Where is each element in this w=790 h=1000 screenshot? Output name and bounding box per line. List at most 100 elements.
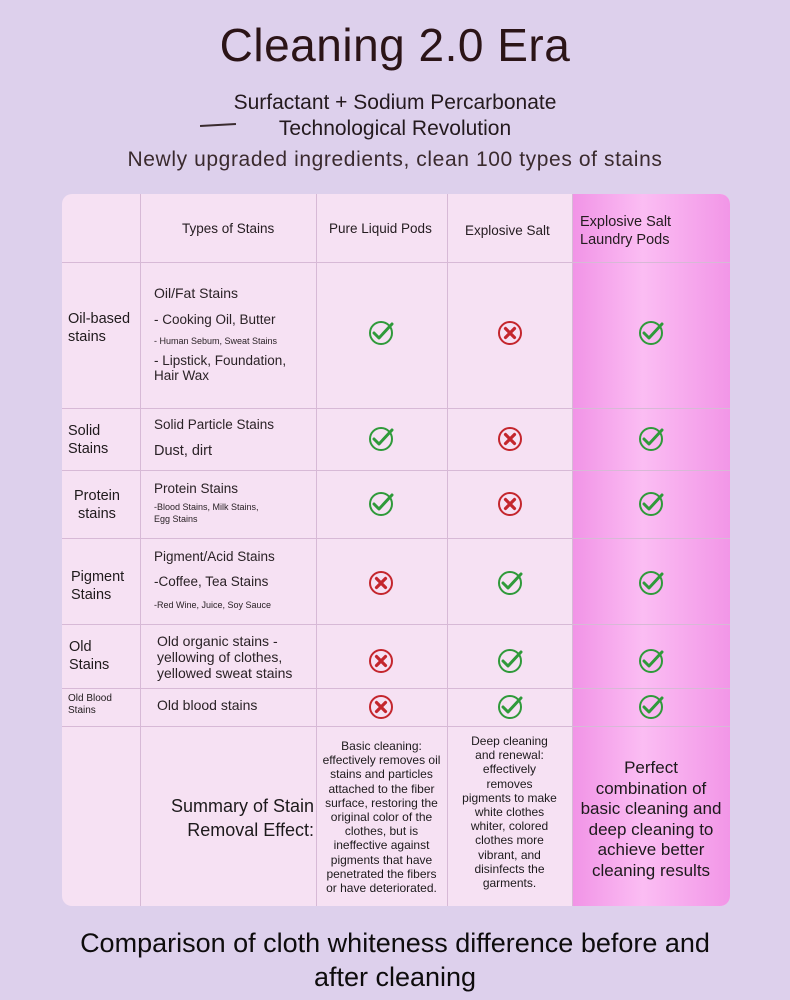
check-icon: [369, 427, 394, 451]
summary-line: basic cleaning and: [580, 799, 722, 819]
summary-line: clothes, but is: [344, 824, 419, 839]
category-line1: Old Blood: [68, 693, 112, 704]
header-pure-liquid-pods: Pure Liquid Pods: [329, 221, 432, 236]
stain-heading: Oil/Fat Stains: [154, 285, 239, 301]
row-stains-old: Old organic stains - yellowing of clothe…: [157, 633, 292, 681]
row-divider: [62, 726, 730, 727]
stain-item: -Blood Stains, Milk Stains,: [154, 502, 259, 512]
summary-line: Deep cleaning: [471, 734, 548, 748]
row-divider: [62, 470, 730, 471]
summary-label-line2: Removal Effect:: [187, 820, 314, 840]
summary-line: pigments that have: [330, 852, 433, 867]
stain-item: -Red Wine, Juice, Soy Sauce: [154, 600, 272, 610]
check-icon: [498, 649, 523, 673]
footer-line2: after cleaning: [313, 962, 477, 992]
summary-line: combination of: [595, 778, 707, 798]
stain-item: - Human Sebum, Sweat Stains: [154, 336, 278, 346]
stain-item: Old organic stains -: [157, 633, 278, 649]
row-stains-protein: Protein Stains -Blood Stains, Milk Stain…: [154, 479, 259, 525]
summary-line: ineffective against: [333, 838, 430, 853]
check-icon: [639, 492, 664, 516]
summary-line: attached to the fiber: [328, 781, 435, 796]
category-line2: stains: [78, 506, 116, 522]
category-line2: Stains: [68, 441, 109, 457]
summary-line: whiter, colored: [470, 819, 549, 834]
stain-item: yellowed sweat stains: [157, 665, 293, 681]
cross-icon: [498, 321, 522, 345]
check-icon: [498, 571, 523, 595]
check-icon: [639, 427, 664, 451]
row-divider: [62, 408, 730, 409]
row-divider: [62, 688, 730, 689]
summary-line: Basic cleaning:: [341, 739, 422, 753]
header-col3-line1: Explosive Salt: [580, 214, 672, 230]
row-stains-solid: Solid Particle Stains Dust, dirt: [154, 415, 274, 461]
column-divider: [447, 194, 448, 906]
row-category-oil: Oil-based stains: [68, 310, 130, 346]
check-icon: [639, 649, 664, 673]
stain-heading: Protein Stains: [154, 481, 239, 496]
summary-line: surface, restoring the: [325, 795, 438, 810]
check-icon: [639, 321, 664, 345]
check-icon: [639, 695, 664, 719]
row-divider: [62, 538, 730, 539]
header-explosive-salt: Explosive Salt: [465, 223, 550, 238]
category-line1: Protein: [74, 488, 120, 504]
stain-item: Dust, dirt: [154, 443, 213, 459]
stain-heading: Solid Particle Stains: [154, 417, 275, 432]
header-col3-line2: Laundry Pods: [580, 232, 670, 248]
row-stains-pigment: Pigment/Acid Stains -Coffee, Tea Stains …: [154, 547, 275, 611]
stain-item: - Lipstick, Foundation,: [154, 353, 287, 368]
header-types-of-stains: Types of Stains: [182, 221, 275, 236]
row-category-pigment: Pigment Stains: [71, 568, 124, 604]
stain-item: -Coffee, Tea Stains: [154, 574, 269, 589]
row-category-solid: Solid Stains: [68, 422, 108, 458]
footer-line1: Comparison of cloth whiteness difference…: [80, 928, 710, 958]
summary-explosive-salt-pods: Perfect combination of basic cleaning and d…: [572, 758, 730, 882]
summary-line: disinfects the: [474, 861, 545, 876]
summary-line: deep cleaning to: [588, 819, 714, 839]
summary-line: penetrated the fibers: [326, 866, 437, 881]
category-line2: stains: [68, 329, 106, 345]
cross-icon: [498, 492, 522, 516]
summary-line: garments.: [482, 876, 537, 891]
cross-icon: [369, 571, 393, 595]
summary-line: pigments to make: [462, 790, 557, 805]
category-line1: Oil-based: [68, 311, 131, 327]
stain-heading: Pigment/Acid Stains: [154, 549, 275, 564]
cross-icon: [369, 649, 393, 673]
category-line2: Stains: [71, 587, 112, 603]
stain-item: - Cooking Oil, Butter: [154, 312, 276, 327]
summary-line: cleaning results: [591, 860, 711, 880]
summary-line: stains and particles: [330, 767, 433, 782]
summary-line: vibrant, and: [478, 847, 541, 862]
summary-line: effectively removes oil: [322, 753, 441, 768]
summary-line: Perfect: [624, 758, 678, 777]
subtitle-line-2: Technological Revolution: [278, 117, 512, 140]
summary-line: and renewal:: [475, 748, 544, 763]
column-divider: [140, 194, 141, 906]
summary-label: Summary of Stain Removal Effect:: [146, 794, 314, 842]
page-title: Cleaning 2.0 Era: [219, 19, 571, 71]
category-line1: Pigment: [71, 569, 125, 585]
summary-line: removes: [486, 776, 533, 791]
summary-line: effectively: [482, 762, 537, 777]
summary-pure-liquid-pods: Basic cleaning: effectively removes oil st…: [316, 739, 447, 895]
tagline: Newly upgraded ingredients, clean 100 ty…: [127, 148, 663, 171]
row-divider: [62, 624, 730, 625]
cross-icon: [369, 695, 393, 719]
summary-line: or have deteriorated.: [326, 881, 437, 896]
summary-line: original color of the: [330, 810, 433, 825]
comparison-table: Types of Stains Pure Liquid Pods Explosi…: [62, 194, 730, 906]
check-icon: [369, 492, 394, 516]
check-icon: [369, 321, 394, 345]
category-line2: Stains: [69, 657, 110, 673]
header-explosive-salt-pods: Explosive Salt Laundry Pods: [580, 213, 671, 249]
category-line1: Old: [69, 639, 92, 655]
summary-line: achieve better: [597, 840, 705, 860]
highlight-column: [572, 194, 730, 906]
check-icon: [639, 571, 664, 595]
subtitle-line-1: Surfactant + Sodium Percarbonate: [233, 91, 557, 114]
row-stains-old-blood: Old blood stains: [157, 697, 258, 713]
check-icon: [498, 695, 523, 719]
